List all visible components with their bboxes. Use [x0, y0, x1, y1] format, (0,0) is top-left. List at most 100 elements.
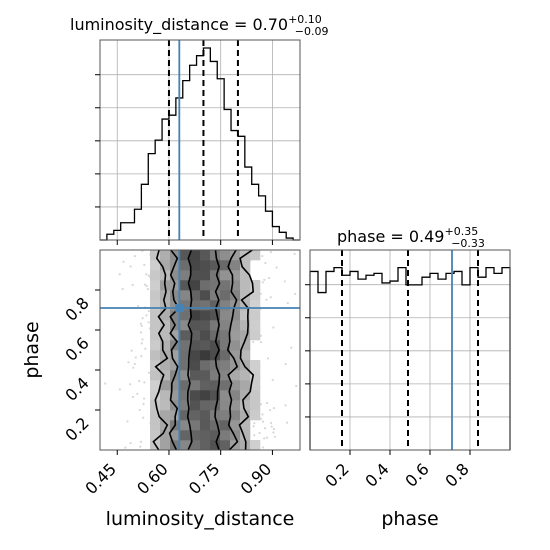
title-phase: phase = 0.49+0.35 −0.33: [337, 225, 485, 250]
histogram-step: [309, 266, 511, 450]
sample-point: [137, 304, 140, 308]
density-cell: [150, 290, 161, 301]
sample-point: [271, 378, 274, 382]
density-cell: [180, 380, 191, 391]
density-cell: [230, 270, 241, 281]
density-cell: [180, 290, 191, 301]
sample-point: [273, 435, 276, 438]
sample-point: [145, 284, 148, 288]
sample-point: [126, 420, 129, 423]
sample-point: [147, 321, 150, 324]
density-cell: [210, 370, 221, 381]
contour-right: [214, 250, 221, 450]
density-cell: [150, 300, 161, 311]
joint-frame: [99, 249, 301, 451]
sample-point: [143, 397, 146, 400]
density-cell: [190, 350, 201, 361]
density-cell: [250, 300, 261, 311]
density-cell: [210, 300, 221, 311]
panel-frame: [99, 39, 301, 241]
density-cell: [180, 430, 191, 441]
density-cell: [240, 260, 251, 271]
density-cell: [210, 330, 221, 341]
title-luminosity-distance-sub: −0.09: [295, 25, 329, 38]
density-cell: [220, 280, 231, 291]
sample-point: [261, 281, 264, 284]
density-cell: [230, 290, 241, 301]
density-cell: [190, 290, 201, 301]
sample-point: [144, 347, 147, 350]
density-cell: [220, 420, 231, 431]
density-cell: [230, 340, 241, 351]
density-cell: [150, 380, 161, 391]
sample-point: [143, 263, 146, 267]
density-cell: [230, 320, 241, 331]
density-cell: [220, 370, 231, 381]
density-cell: [160, 440, 171, 450]
density-cell: [190, 330, 201, 341]
density-cell: [230, 370, 241, 381]
density-cell: [210, 280, 221, 291]
sample-point: [265, 401, 269, 405]
density-cell: [220, 300, 231, 311]
density-cell: [200, 350, 211, 361]
sample-point: [133, 362, 136, 365]
density-cell: [210, 310, 221, 321]
sample-point: [139, 322, 143, 325]
sample-point: [147, 309, 150, 313]
density-cell: [240, 380, 251, 391]
sample-point: [124, 446, 127, 449]
sample-point: [141, 338, 144, 341]
density-cell: [150, 250, 161, 261]
density-cell: [210, 320, 221, 331]
density-cell: [170, 430, 181, 441]
density-cell: [190, 250, 201, 261]
density-cell: [250, 390, 261, 401]
density-cell: [180, 350, 191, 361]
sample-point: [145, 314, 148, 317]
sample-point: [266, 357, 270, 360]
sample-point: [285, 421, 289, 424]
density-cell: [230, 330, 241, 341]
density-cell: [170, 390, 181, 401]
sample-point: [136, 392, 139, 395]
density-cell: [220, 340, 231, 351]
sample-point: [130, 349, 133, 352]
sample-point: [129, 442, 132, 445]
density-cell: [150, 260, 161, 271]
density-cell: [150, 350, 161, 361]
density-cell: [180, 400, 191, 411]
sample-point: [253, 434, 256, 437]
density-cell: [180, 270, 191, 281]
sample-point: [272, 431, 275, 434]
density-cell: [160, 330, 171, 341]
truth-marker: [175, 304, 184, 312]
density-cell: [220, 350, 231, 361]
density-cell: [210, 260, 221, 271]
density-cell: [200, 400, 211, 411]
density-cell: [160, 420, 171, 431]
density-cell: [220, 260, 231, 271]
density-cell: [180, 310, 191, 321]
density-cell: [150, 270, 161, 281]
sample-point: [269, 296, 272, 299]
sample-point: [252, 340, 255, 344]
contour-right: [238, 250, 255, 450]
density-cell: [230, 430, 241, 441]
density-cell: [210, 390, 221, 401]
density-cell: [190, 390, 201, 401]
sample-point: [139, 445, 142, 448]
x-axis-label-phase: phase: [381, 508, 438, 530]
sample-point: [147, 371, 151, 374]
density-cell: [160, 310, 171, 321]
density-cell: [200, 370, 211, 381]
density-cell: [220, 430, 231, 441]
density-cell: [200, 330, 211, 341]
density-cell: [250, 440, 261, 450]
sample-point: [253, 422, 256, 425]
density-cell: [200, 390, 211, 401]
title-phase-sub: −0.33: [451, 237, 485, 250]
density-cell: [250, 330, 261, 341]
y-tick-label: 0.8: [61, 293, 92, 324]
